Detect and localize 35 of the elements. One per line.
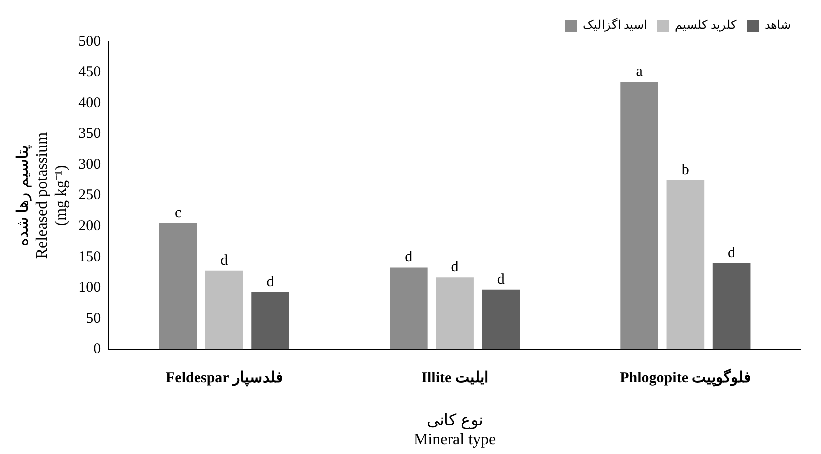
- bar: [620, 82, 658, 350]
- bar: [666, 180, 705, 350]
- x-tick-label: Phlogopite فلوگوپیت: [620, 368, 752, 388]
- legend-label: شاهد: [765, 18, 791, 32]
- data-label: d: [220, 252, 229, 269]
- y-tick-label: 400: [78, 95, 102, 112]
- y-tick-label: 300: [78, 156, 102, 173]
- y-tick-label: 50: [86, 310, 102, 327]
- bar: [436, 278, 474, 350]
- legend-label: کلرید کلسیم: [675, 18, 737, 32]
- data-label: a: [636, 64, 644, 80]
- y-tick-label: 150: [78, 249, 102, 266]
- bar: [252, 292, 290, 350]
- y-tick-label: 500: [78, 34, 102, 50]
- y-tick-label: 350: [78, 126, 102, 142]
- legend-label: اسید اگزالیک: [583, 18, 647, 32]
- bar: [390, 268, 428, 350]
- data-label: d: [728, 245, 736, 262]
- data-label: d: [497, 272, 506, 288]
- data-label: b: [682, 162, 690, 178]
- x-tick-label: Feldespar فلدسپار: [166, 370, 283, 388]
- x-tick-label: Illite ایلیت: [422, 370, 488, 386]
- y-tick-label: 0: [94, 342, 102, 358]
- y-tick-label: 100: [78, 280, 102, 296]
- data-label: d: [405, 250, 414, 266]
- y-tick-label: 450: [78, 64, 102, 81]
- bar: [159, 223, 198, 350]
- bar: [482, 290, 520, 350]
- data-label: c: [174, 205, 182, 222]
- y-tick-label: 200: [78, 218, 102, 234]
- bar: [206, 270, 244, 350]
- data-label: d: [451, 260, 460, 276]
- data-label: d: [266, 274, 275, 290]
- y-tick-label: 250: [78, 188, 102, 204]
- bar: [712, 263, 751, 350]
